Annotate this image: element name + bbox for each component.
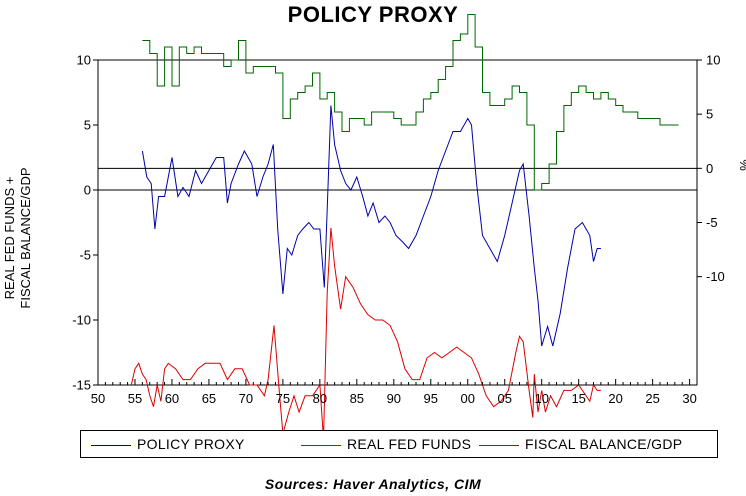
source-note: Sources: Haver Analytics, CIM (264, 476, 482, 492)
x-tick-label: 20 (608, 391, 622, 406)
x-tick-label: 30 (682, 391, 696, 406)
legend-label-fiscal-balance: FISCAL BALANCE/GDP (525, 436, 683, 452)
series-line-real-fed-funds (130, 227, 601, 430)
x-tick-label: 05 (497, 391, 511, 406)
series-line-policy-proxy (141, 105, 601, 347)
right-tick-label: 5 (706, 107, 713, 122)
chart-title: POLICY PROXY (287, 2, 459, 27)
left-tick-label: -5 (79, 248, 91, 263)
left-axis-title-line-1: REAL FED FUNDS + (2, 177, 17, 300)
x-tick-label: 55 (128, 391, 142, 406)
x-tick-label: 15 (571, 391, 585, 406)
legend-item-fiscal-balance: FISCAL BALANCE/GDP (479, 436, 682, 452)
left-tick-label: 0 (84, 183, 91, 198)
legend-swatch-policy-proxy (91, 444, 131, 446)
x-tick-label: 70 (239, 391, 253, 406)
legend: POLICY PROXY REAL FED FUNDS FISCAL BALAN… (80, 430, 718, 458)
x-tick-label: 25 (645, 391, 659, 406)
x-tick-label: 50 (91, 391, 105, 406)
x-tick-label: 90 (387, 391, 401, 406)
reference-lines (98, 167, 697, 191)
x-tick-label: 95 (424, 391, 438, 406)
series-layer (130, 14, 679, 430)
x-axis-ticks: 50 55 60 65 70 75 80 85 90 95 00 05 10 15 20 25 30 (91, 379, 697, 406)
right-axis-ticks: 10 5 0 -5 -10 (697, 53, 725, 284)
chart-plot: 50 55 60 65 70 75 80 85 90 95 00 05 10 15 20 25 30 1050-… (2, 14, 746, 430)
x-tick-label: 80 (313, 391, 327, 406)
plot-frame (97, 59, 698, 386)
legend-swatch-fiscal-balance (479, 444, 519, 446)
x-tick-label: 75 (276, 391, 290, 406)
legend-item-real-fed-funds: REAL FED FUNDS (301, 436, 471, 452)
legend-label-policy-proxy: POLICY PROXY (137, 436, 245, 452)
left-tick-label: -10 (72, 313, 91, 328)
x-tick-label: 10 (534, 391, 548, 406)
left-axis-ticks: 10 5 0 -5 -10 -15 (72, 53, 99, 393)
right-tick-label: -10 (706, 269, 725, 284)
right-axis-title: % (737, 159, 746, 171)
left-tick-label: 10 (77, 53, 91, 68)
legend-item-policy-proxy: POLICY PROXY (91, 436, 245, 452)
x-tick-label: 85 (350, 391, 364, 406)
series-line-fiscal-balance-gdp (142, 14, 679, 191)
left-tick-label: 5 (84, 118, 91, 133)
x-tick-label: 00 (461, 391, 475, 406)
right-tick-label: 0 (706, 161, 713, 176)
x-tick-label: 65 (202, 391, 216, 406)
left-tick-label: -15 (72, 378, 91, 393)
legend-label-real-fed-funds: REAL FED FUNDS (347, 436, 472, 452)
left-axis-title-line-2: FISCAL BALANCE/GDP (18, 167, 33, 308)
legend-swatch-real-fed-funds (301, 444, 341, 446)
x-tick-label: 60 (165, 391, 179, 406)
right-tick-label: -5 (706, 215, 718, 230)
right-tick-label: 10 (706, 53, 720, 68)
